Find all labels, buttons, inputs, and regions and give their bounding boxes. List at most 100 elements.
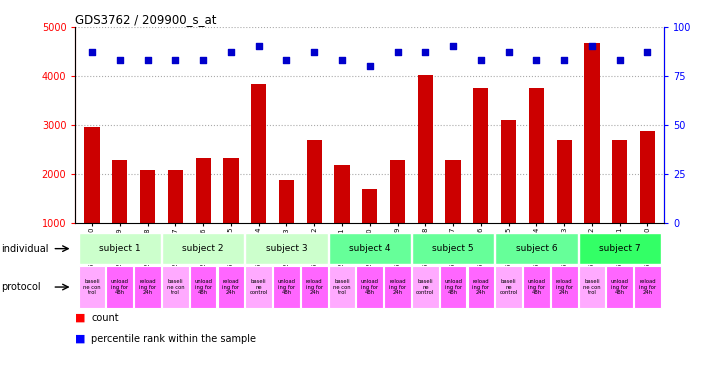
Text: unload
ing for
48h: unload ing for 48h — [277, 279, 295, 295]
Text: subject 7: subject 7 — [599, 244, 640, 253]
Text: reload
ing for
24h: reload ing for 24h — [139, 279, 156, 295]
Text: reload
ing for
24h: reload ing for 24h — [639, 279, 656, 295]
Text: subject 3: subject 3 — [266, 244, 307, 253]
Point — [336, 57, 348, 63]
Bar — [579, 233, 661, 264]
Bar — [584, 43, 600, 223]
Bar — [445, 160, 461, 223]
Text: unload
ing for
48h: unload ing for 48h — [528, 279, 546, 295]
Bar — [329, 266, 355, 308]
Point — [142, 57, 154, 63]
Text: unload
ing for
48h: unload ing for 48h — [360, 279, 379, 295]
Text: baseli
ne
control: baseli ne control — [500, 279, 518, 295]
Bar — [335, 165, 350, 223]
Text: subject 4: subject 4 — [349, 244, 391, 253]
Point — [586, 43, 597, 50]
Bar — [418, 75, 433, 223]
Bar — [223, 158, 238, 223]
Text: baseli
ne con
trol: baseli ne con trol — [83, 279, 101, 295]
Text: baseli
ne
control: baseli ne control — [416, 279, 434, 295]
Bar — [556, 141, 572, 223]
Bar — [495, 233, 577, 264]
Point — [197, 57, 209, 63]
Bar — [501, 120, 516, 223]
Text: ■: ■ — [75, 313, 86, 323]
Text: unload
ing for
48h: unload ing for 48h — [611, 279, 629, 295]
Text: baseli
ne con
trol: baseli ne con trol — [583, 279, 601, 295]
Text: baseli
ne con
trol: baseli ne con trol — [167, 279, 185, 295]
Bar — [362, 189, 378, 223]
Point — [447, 43, 459, 50]
Bar — [79, 233, 161, 264]
Bar — [329, 233, 411, 264]
Text: subject 6: subject 6 — [516, 244, 557, 253]
Bar — [190, 266, 216, 308]
Text: subject 5: subject 5 — [432, 244, 474, 253]
Bar — [85, 127, 100, 223]
Text: reload
ing for
24h: reload ing for 24h — [389, 279, 406, 295]
Bar — [279, 180, 294, 223]
Bar — [251, 84, 266, 223]
Text: individual: individual — [1, 243, 49, 254]
Bar — [246, 233, 327, 264]
Point — [114, 57, 126, 63]
Point — [614, 57, 625, 63]
Point — [169, 57, 181, 63]
Bar — [495, 266, 522, 308]
Text: reload
ing for
24h: reload ing for 24h — [556, 279, 573, 295]
Bar — [473, 88, 488, 223]
Point — [419, 49, 431, 55]
Point — [86, 49, 98, 55]
Bar — [439, 266, 467, 308]
Text: unload
ing for
48h: unload ing for 48h — [444, 279, 462, 295]
Point — [225, 49, 237, 55]
Bar — [467, 266, 494, 308]
Bar — [612, 141, 628, 223]
Bar — [607, 266, 633, 308]
Bar — [162, 233, 244, 264]
Point — [364, 63, 376, 69]
Bar — [634, 266, 661, 308]
Bar — [168, 170, 183, 223]
Text: subject 2: subject 2 — [182, 244, 224, 253]
Point — [309, 49, 320, 55]
Text: baseli
ne
control: baseli ne control — [250, 279, 268, 295]
Point — [475, 57, 487, 63]
Bar — [246, 266, 272, 308]
Bar — [384, 266, 411, 308]
Bar — [356, 266, 383, 308]
Bar — [523, 266, 550, 308]
Bar — [579, 266, 605, 308]
Bar — [106, 266, 133, 308]
Text: reload
ing for
24h: reload ing for 24h — [306, 279, 323, 295]
Bar — [273, 266, 300, 308]
Text: protocol: protocol — [1, 282, 41, 292]
Text: ■: ■ — [75, 334, 86, 344]
Text: subject 1: subject 1 — [99, 244, 141, 253]
Text: reload
ing for
24h: reload ing for 24h — [472, 279, 490, 295]
Bar — [112, 160, 128, 223]
Bar — [195, 158, 211, 223]
Bar — [162, 266, 189, 308]
Text: baseli
ne con
trol: baseli ne con trol — [333, 279, 351, 295]
Text: count: count — [91, 313, 118, 323]
Bar — [301, 266, 327, 308]
Bar — [528, 88, 544, 223]
Text: unload
ing for
48h: unload ing for 48h — [194, 279, 212, 295]
Bar — [307, 141, 322, 223]
Text: GDS3762 / 209900_s_at: GDS3762 / 209900_s_at — [75, 13, 217, 26]
Bar — [134, 266, 161, 308]
Point — [253, 43, 264, 50]
Point — [503, 49, 514, 55]
Text: unload
ing for
48h: unload ing for 48h — [111, 279, 129, 295]
Bar — [412, 266, 439, 308]
Bar — [412, 233, 494, 264]
Point — [281, 57, 292, 63]
Bar — [390, 160, 405, 223]
Bar — [79, 266, 106, 308]
Bar — [218, 266, 244, 308]
Bar — [640, 131, 655, 223]
Point — [642, 49, 653, 55]
Point — [531, 57, 542, 63]
Bar — [551, 266, 577, 308]
